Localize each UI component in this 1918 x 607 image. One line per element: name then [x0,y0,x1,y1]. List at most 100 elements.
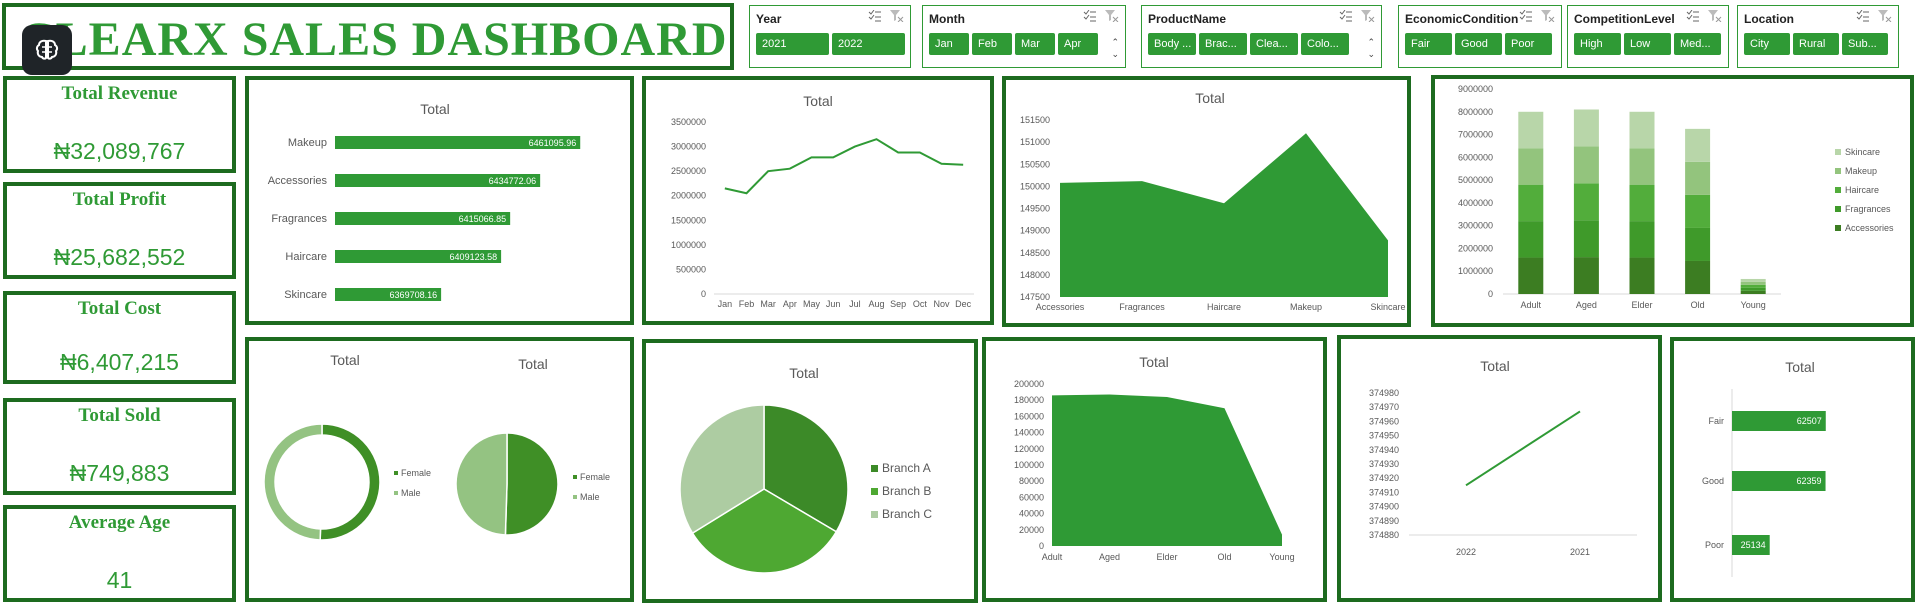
slicer-product-item[interactable]: Colo... [1301,33,1349,55]
multi-select-icon[interactable] [1856,10,1870,22]
slicer-product-item[interactable]: Brac... [1199,33,1247,55]
stacked-bar-segment [1518,257,1544,294]
y-tick-label: 147500 [1020,292,1050,302]
multi-select-icon[interactable] [1339,10,1353,22]
y-tick-label: 1000000 [1458,266,1493,276]
y-tick-label: 1000000 [671,240,706,250]
y-tick-label: 0 [1039,541,1044,551]
slicer-product-label: ProductName [1148,12,1227,26]
kpi-average-age: Average Age 41 [3,505,236,602]
x-tick-label: Aged [1099,552,1120,562]
slicer-scroll-arrows[interactable]: ⌃ ⌄ [1367,37,1375,59]
multi-select-icon[interactable] [1686,10,1700,22]
slicer-year[interactable]: Year 2021 2022 [749,5,911,68]
y-tick-label: 60000 [1019,492,1044,502]
kpi-value: ₦6,407,215 [60,349,179,375]
brain-logo-icon[interactable] [22,25,72,75]
y-tick-label: 150000 [1020,181,1050,191]
y-tick-label: 148500 [1020,248,1050,258]
stacked-bar-segment [1629,148,1655,185]
x-tick-label: Jan [718,299,733,309]
slicer-location[interactable]: Location City Rural Sub... [1737,5,1899,68]
stacked-bar-segment [1629,257,1655,294]
slicer-month[interactable]: Month Jan Feb Mar Apr ⌃ ⌄ [922,5,1126,68]
monthly-line-svg: Total 0 500000 1000000 1500000 2000000 2500000… [671,93,974,309]
slicer-competition-item[interactable]: Med... [1674,33,1721,55]
slicer-product-item[interactable]: Body ... [1148,33,1196,55]
clear-filter-icon[interactable] [1105,10,1119,22]
x-tick-label: Feb [739,299,755,309]
slicer-month-item[interactable]: Mar [1015,33,1055,55]
y-tick-label: 374900 [1369,502,1399,512]
multi-select-icon[interactable] [1519,10,1533,22]
slicer-scroll-arrows[interactable]: ⌃ ⌄ [1111,37,1119,59]
y-tick-label: 374920 [1369,473,1399,483]
age-stacked-bar-chart: 0 1000000 2000000 3000000 4000000 5000000 6000… [1431,75,1914,327]
slicer-economic-item[interactable]: Poor [1505,33,1552,55]
y-tick-label: 2000000 [1458,243,1493,253]
legend-label: Branch A [882,461,931,475]
y-tick-label: 149500 [1020,204,1050,214]
slicer-product-item[interactable]: Clea... [1250,33,1298,55]
x-tick-label: Young [1269,552,1294,562]
slicer-economic-item[interactable]: Fair [1405,33,1452,55]
data-label: 6409123.58 [450,252,498,262]
kpi-total-cost: Total Cost ₦6,407,215 [3,291,236,384]
y-tick-label: 374970 [1369,402,1399,412]
category-label: Makeup [288,137,327,149]
slicer-location-item[interactable]: Rural [1793,33,1839,55]
slicer-product[interactable]: ProductName Body ... Brac... Clea... Col… [1141,5,1382,68]
slicer-month-item[interactable]: Apr [1058,33,1098,55]
dashboard-title-box: CLEARX SALES DASHBOARD [2,3,734,70]
legend-label: Female [401,468,431,478]
y-tick-label: 374960 [1369,416,1399,426]
y-tick-label: 374880 [1369,530,1399,540]
legend-swatch [394,471,398,475]
data-label: 25134 [1741,540,1766,550]
multi-select-icon[interactable] [1083,10,1097,22]
category-label: Fair [1709,416,1725,426]
x-tick-label: 2021 [1570,547,1590,557]
slicer-competition[interactable]: CompetitionLevel High Low Med... [1567,5,1729,68]
x-tick-label: Oct [913,299,928,309]
slicer-location-item[interactable]: City [1744,33,1790,55]
clear-filter-icon[interactable] [890,10,904,22]
y-tick-label: 151000 [1020,137,1050,147]
multi-select-icon[interactable] [868,10,882,22]
slicer-economic-item[interactable]: Good [1455,33,1502,55]
legend-swatch [871,465,878,472]
category-label: Good [1702,476,1724,486]
y-tick-label: 374910 [1369,487,1399,497]
chart-title: Total [518,356,548,372]
slicer-year-item[interactable]: 2022 [832,33,905,55]
clear-filter-icon[interactable] [1708,10,1722,22]
donut-slice [263,423,323,541]
x-tick-label: Aug [868,299,884,309]
age-area-chart: Total 0 20000 40000 60000 80000 100000 120000 14… [982,337,1327,602]
legend-swatch [394,491,398,495]
y-tick-label: 2500000 [671,166,706,176]
stacked-bar-segment [1573,183,1599,221]
stacked-bar-segment [1740,278,1766,282]
slicer-competition-item[interactable]: Low [1624,33,1671,55]
clear-filter-icon[interactable] [1541,10,1555,22]
data-label: 6415066.85 [459,214,507,224]
clear-filter-icon[interactable] [1361,10,1375,22]
y-tick-label: 120000 [1014,444,1044,454]
slicer-competition-item[interactable]: High [1574,33,1621,55]
stacked-bar-segment [1518,184,1544,222]
slicer-month-item[interactable]: Feb [972,33,1012,55]
slicer-year-item[interactable]: 2021 [756,33,829,55]
stacked-bar-segment [1685,194,1711,228]
product-revenue-bar-svg: Total Makeup 6461095.96 Accessories 6434772.… [268,101,581,301]
stacked-bar-segment [1740,290,1766,294]
y-tick-label: 374950 [1369,431,1399,441]
legend-label: Female [580,472,610,482]
x-tick-label: Aged [1576,300,1597,310]
slicer-location-item[interactable]: Sub... [1842,33,1888,55]
x-tick-label: Old [1217,552,1231,562]
kpi-value: ₦32,089,767 [53,138,186,164]
clear-filter-icon[interactable] [1878,10,1892,22]
slicer-month-item[interactable]: Jan [929,33,969,55]
slicer-economic[interactable]: EconomicCondition Fair Good Poor [1398,5,1562,68]
